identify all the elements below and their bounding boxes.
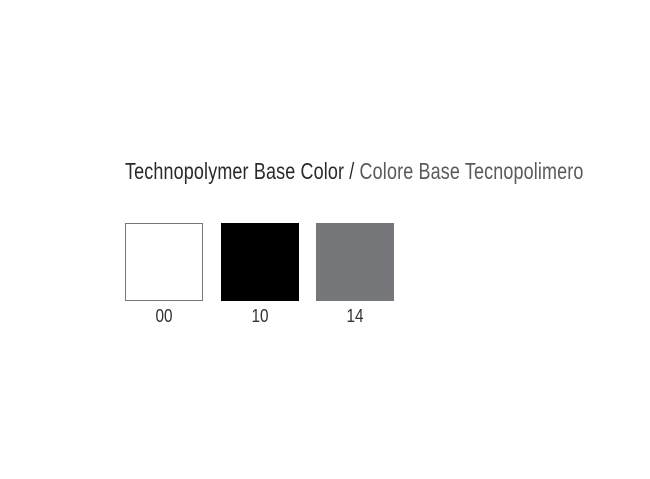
swatch-label-10: 10: [251, 306, 269, 326]
title-separator: /: [349, 158, 355, 184]
color-swatch-14: [316, 223, 394, 301]
swatch-label-00: 00: [155, 306, 173, 326]
title-italian: Colore Base Tecnopolimero: [359, 158, 584, 184]
color-swatch-00: [125, 223, 203, 301]
swatch-label-14: 14: [346, 306, 364, 326]
section-title: Technopolymer Base Color / Colore Base T…: [125, 158, 584, 185]
color-swatch-10: [221, 223, 299, 301]
title-english: Technopolymer Base Color: [125, 158, 345, 184]
